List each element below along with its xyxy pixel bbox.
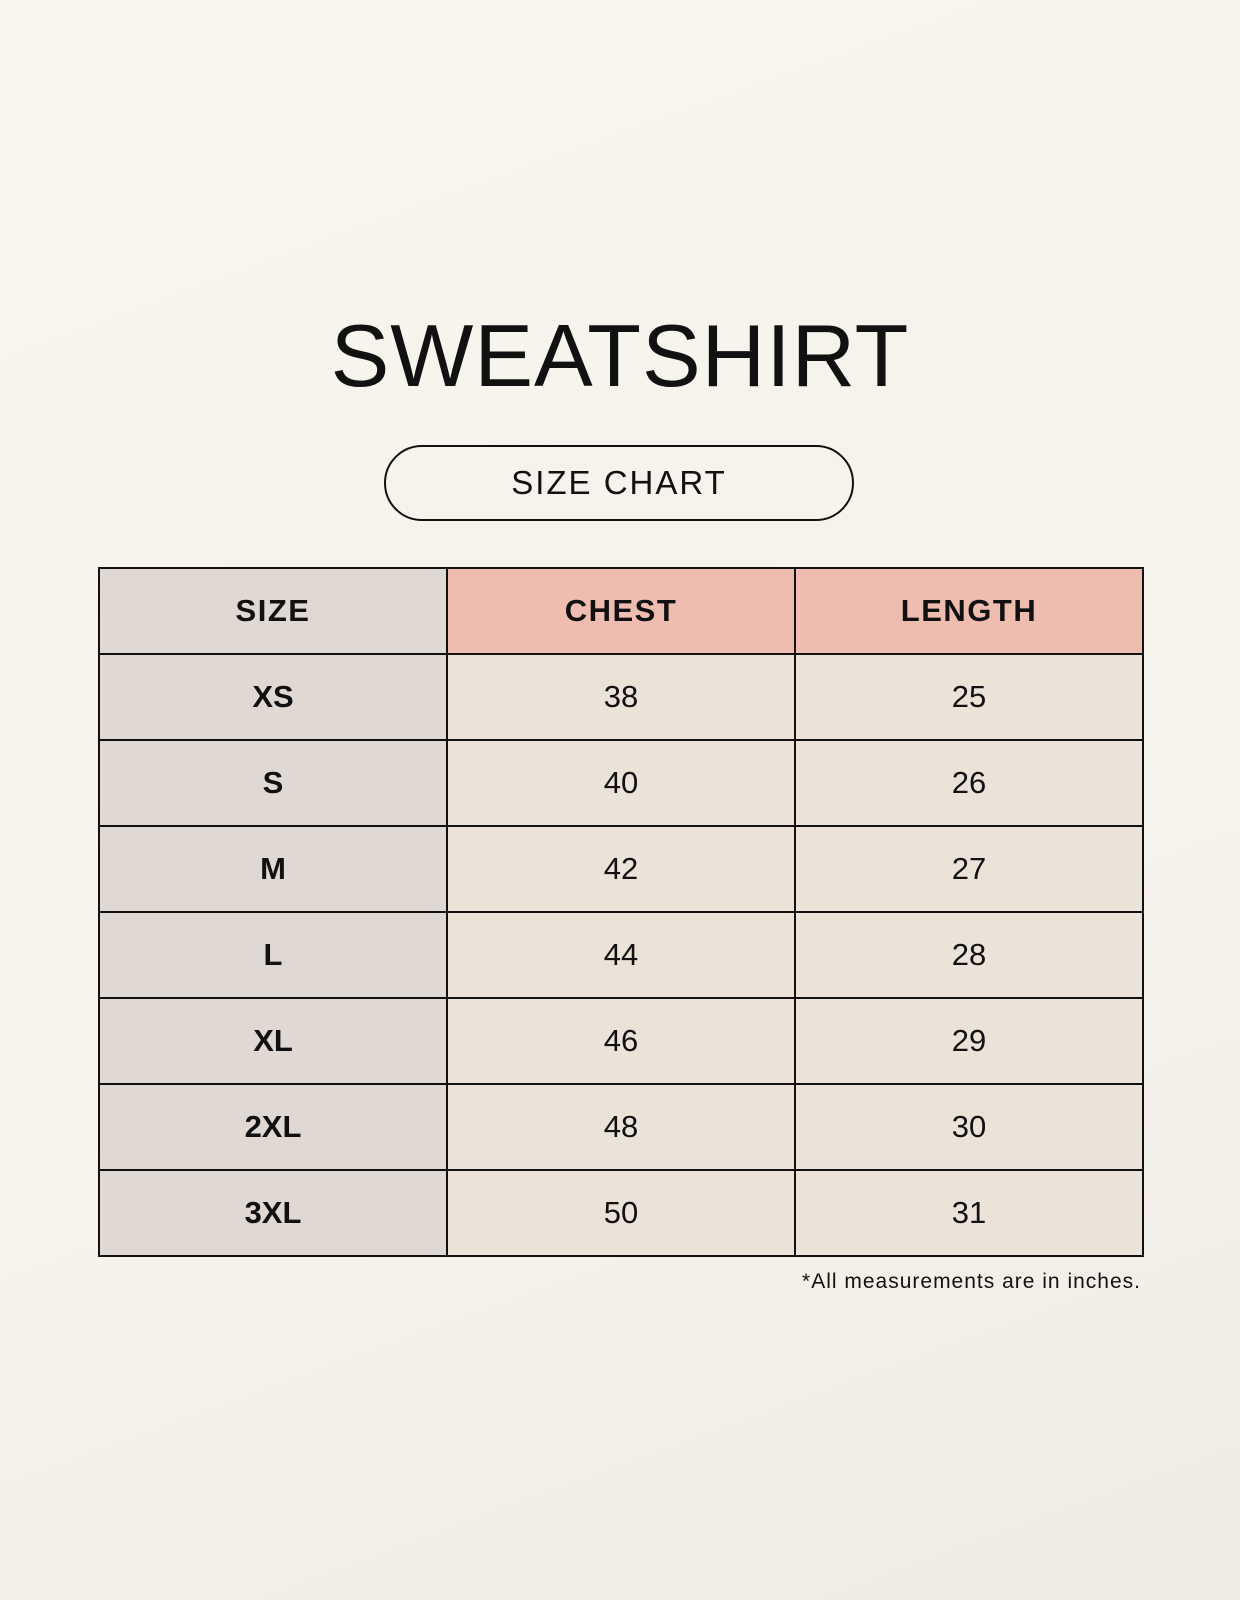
cell-length: 28 — [794, 911, 1144, 999]
page-title: SWEATSHIRT — [330, 306, 910, 405]
cell-size: 3XL — [98, 1169, 448, 1257]
table-row: XS 38 25 — [98, 653, 1144, 741]
size-table: SIZE CHEST LENGTH XS 38 25 S 40 26 M 42 27 L 44 28 X… — [98, 567, 1144, 1257]
table-row: M 42 27 — [98, 825, 1144, 913]
cell-size: XS — [98, 653, 448, 741]
cell-chest: 38 — [446, 653, 796, 741]
cell-length: 29 — [794, 997, 1144, 1085]
cell-length: 27 — [794, 825, 1144, 913]
cell-size: L — [98, 911, 448, 999]
cell-chest: 44 — [446, 911, 796, 999]
cell-size: M — [98, 825, 448, 913]
cell-length: 26 — [794, 739, 1144, 827]
cell-chest: 40 — [446, 739, 796, 827]
cell-chest: 48 — [446, 1083, 796, 1171]
cell-length: 25 — [794, 653, 1144, 741]
header-chest: CHEST — [446, 567, 796, 655]
cell-size: XL — [98, 997, 448, 1085]
table-row: S 40 26 — [98, 739, 1144, 827]
cell-chest: 50 — [446, 1169, 796, 1257]
table-row: XL 46 29 — [98, 997, 1144, 1085]
header-length: LENGTH — [794, 567, 1144, 655]
cell-chest: 46 — [446, 997, 796, 1085]
size-chart-badge: SIZE CHART — [384, 445, 854, 521]
table-row: L 44 28 — [98, 911, 1144, 999]
measurement-note: *All measurements are in inches. — [802, 1270, 1141, 1293]
cell-size: 2XL — [98, 1083, 448, 1171]
table-row: 2XL 48 30 — [98, 1083, 1144, 1171]
cell-chest: 42 — [446, 825, 796, 913]
table-row: 3XL 50 31 — [98, 1169, 1144, 1257]
cell-size: S — [98, 739, 448, 827]
header-size: SIZE — [98, 567, 448, 655]
table-header-row: SIZE CHEST LENGTH — [98, 567, 1144, 655]
cell-length: 30 — [794, 1083, 1144, 1171]
cell-length: 31 — [794, 1169, 1144, 1257]
